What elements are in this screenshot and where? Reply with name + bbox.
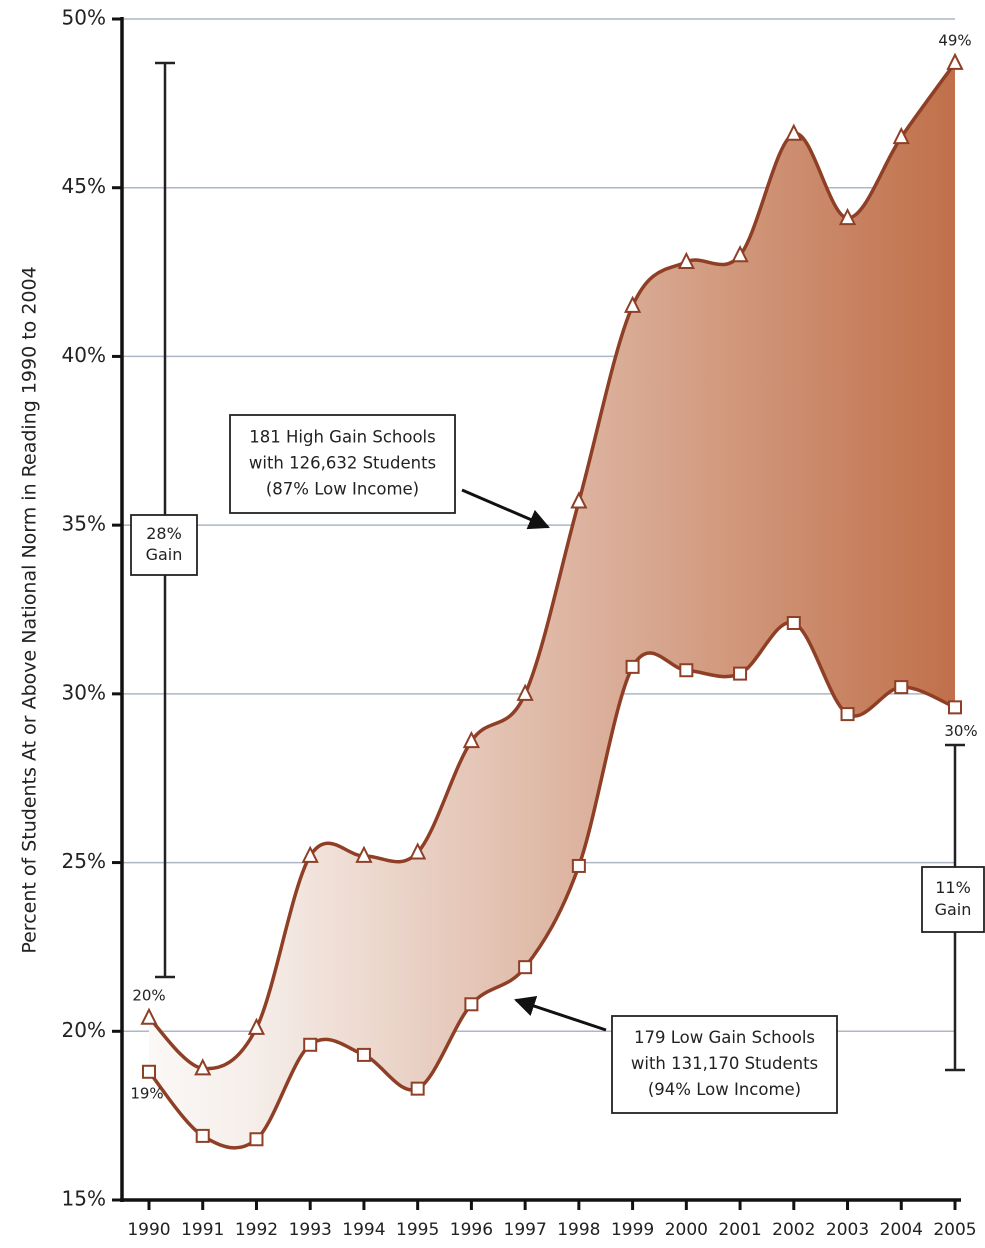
marker: [410, 1081, 425, 1096]
annotation-text: 179 Low Gain Schools: [634, 1028, 815, 1047]
marker: [464, 997, 479, 1012]
x-tick-label: 1994: [342, 1220, 385, 1240]
x-tick-label: 1991: [181, 1220, 224, 1240]
annotation-box: [921, 866, 985, 933]
marker: [571, 858, 586, 873]
annotation-text: with 126,632 Students: [249, 454, 436, 473]
annotation-box: [229, 414, 456, 514]
marker: [733, 666, 748, 681]
marker: [731, 244, 749, 263]
annotation-box: [611, 1015, 838, 1114]
annotation-text: 28%: [146, 524, 182, 543]
y-tick-label: 50%: [62, 6, 106, 30]
marker: [785, 123, 803, 141]
annotation-text: Gain: [146, 545, 183, 564]
x-tick-label: 1995: [396, 1220, 439, 1240]
x-tick-label: 1998: [557, 1220, 600, 1240]
x-tick-label: 1996: [450, 1220, 493, 1240]
annotation-box: [130, 514, 198, 576]
y-tick-label: 30%: [62, 680, 106, 704]
annotation-text: 11%: [935, 878, 971, 897]
marker: [142, 1064, 156, 1079]
y-tick-label: 40%: [62, 343, 106, 367]
series-line: [147, 61, 957, 1071]
arrow: [514, 996, 607, 1032]
marker: [516, 683, 534, 701]
y-tick-label: 20%: [62, 1018, 106, 1042]
annotation-text: (94% Low Income): [648, 1080, 801, 1099]
marker: [894, 680, 909, 695]
gain-gap-area: [149, 62, 955, 1148]
marker: [838, 207, 857, 226]
marker: [677, 251, 695, 269]
value-label: 20%: [132, 986, 165, 1004]
annotation-text: Gain: [935, 900, 972, 919]
x-tick-label: 1997: [504, 1220, 547, 1240]
y-tick-label: 15%: [62, 1187, 106, 1211]
x-tick-label: 1992: [235, 1220, 278, 1240]
marker: [786, 615, 801, 630]
marker: [194, 1058, 212, 1076]
value-label: 49%: [938, 31, 971, 49]
x-tick-label: 1993: [289, 1220, 332, 1240]
marker: [409, 842, 427, 860]
marker: [892, 126, 910, 145]
x-tick-label: 2004: [880, 1220, 923, 1240]
y-axis-title: Percent of Students At or Above National…: [19, 266, 41, 953]
marker: [355, 845, 373, 863]
marker: [518, 960, 533, 975]
marker: [840, 707, 855, 722]
marker: [623, 295, 642, 313]
marker: [301, 845, 319, 863]
marker: [679, 663, 694, 678]
x-tick-label: 2003: [826, 1220, 869, 1240]
marker: [247, 1017, 266, 1035]
value-label: 19%: [130, 1084, 163, 1102]
marker: [625, 659, 640, 674]
annotation-text: with 131,170 Students: [631, 1054, 818, 1073]
annotation-text: (87% Low Income): [266, 480, 419, 499]
series-line: [147, 620, 956, 1150]
marker: [356, 1047, 371, 1062]
marker: [948, 700, 962, 715]
x-tick-label: 1990: [127, 1220, 170, 1240]
y-tick-label: 35%: [62, 512, 106, 536]
annotation-text: 181 High Gain Schools: [249, 428, 435, 447]
marker: [249, 1132, 264, 1147]
marker: [140, 1007, 158, 1025]
y-tick-label: 45%: [62, 174, 106, 198]
marker: [946, 52, 964, 70]
marker: [462, 730, 481, 749]
x-tick-label: 2002: [772, 1220, 815, 1240]
x-tick-label: 1999: [611, 1220, 654, 1240]
x-tick-label: 2005: [933, 1220, 976, 1240]
y-tick-label: 25%: [62, 849, 106, 873]
value-label: 30%: [944, 722, 977, 740]
x-tick-label: 2001: [718, 1220, 761, 1240]
marker: [570, 491, 588, 509]
marker: [195, 1128, 210, 1143]
arrow: [461, 488, 550, 530]
x-tick-label: 2000: [665, 1220, 708, 1240]
marker: [303, 1037, 318, 1052]
